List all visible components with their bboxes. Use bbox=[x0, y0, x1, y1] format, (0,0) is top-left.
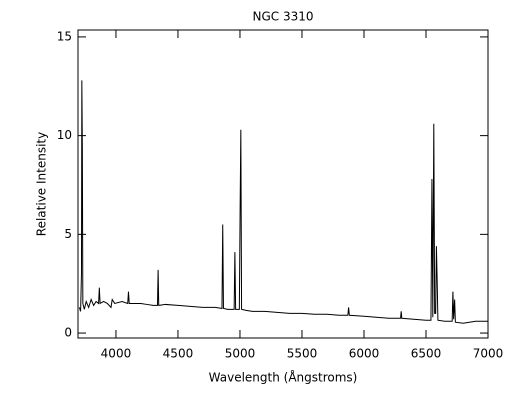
x-tick-label: 5000 bbox=[225, 347, 256, 361]
x-tick-label: 5500 bbox=[287, 347, 318, 361]
y-tick-label: 10 bbox=[57, 128, 72, 142]
y-tick-label: 0 bbox=[64, 326, 72, 340]
x-axis-label: Wavelength (Ångstroms) bbox=[209, 370, 358, 385]
x-tick-label: 4500 bbox=[163, 347, 194, 361]
x-tick-label: 6000 bbox=[349, 347, 380, 361]
plot-frame bbox=[77, 29, 489, 339]
y-tick-label: 15 bbox=[57, 29, 72, 43]
x-tick-label: 6500 bbox=[411, 347, 442, 361]
y-axis-label: Relative Intensity bbox=[35, 132, 49, 236]
x-tick-label: 4000 bbox=[101, 347, 132, 361]
chart-title: NGC 3310 bbox=[252, 10, 313, 24]
spectrum-line bbox=[78, 80, 488, 324]
x-tick-label: 7000 bbox=[473, 347, 504, 361]
y-tick-label: 5 bbox=[64, 227, 72, 241]
